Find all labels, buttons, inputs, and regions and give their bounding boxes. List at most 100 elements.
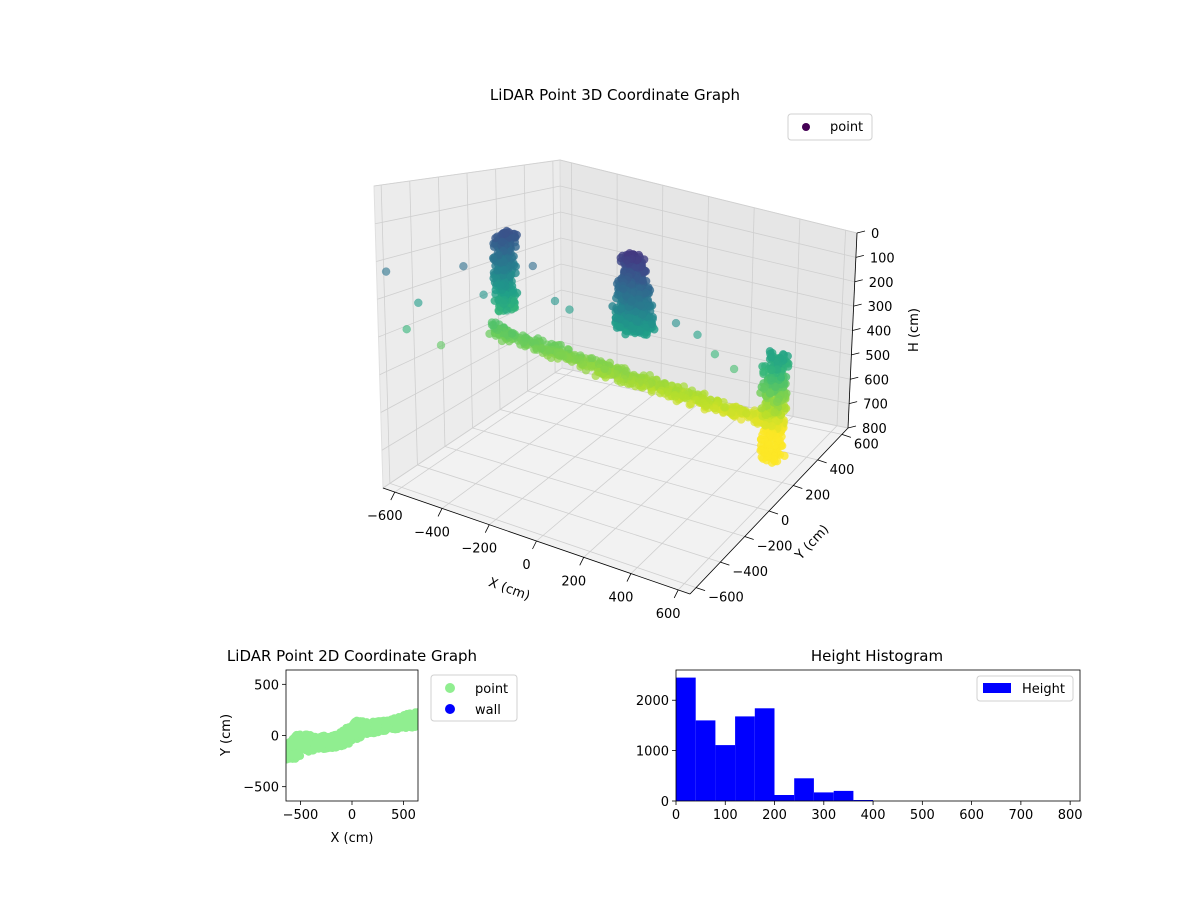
point-3d — [766, 353, 776, 362]
points-3d — [381, 226, 793, 467]
h-tick-label: 0 — [871, 227, 879, 242]
point-3d — [532, 345, 542, 354]
point-3d — [381, 267, 391, 276]
h-tick-label: 100 — [870, 251, 895, 266]
grid-line-h — [373, 159, 858, 234]
point-3d — [608, 302, 617, 311]
x-tick-mark — [673, 589, 679, 599]
point-3d — [493, 266, 502, 275]
x-tick-label-hist: 300 — [811, 808, 836, 823]
point-2d — [369, 728, 378, 737]
h-tick-label: 200 — [869, 276, 894, 291]
y-tick-label-2d: −500 — [243, 781, 279, 796]
point-2d — [293, 736, 302, 745]
h-tick-label: 600 — [864, 373, 889, 388]
point-3d — [758, 430, 767, 439]
h-tick-mark — [854, 279, 863, 283]
point-3d — [764, 440, 773, 449]
point-3d — [671, 318, 681, 328]
y-tick-label: −400 — [732, 565, 768, 580]
x-tick-label: 200 — [561, 574, 586, 589]
point-3d — [591, 371, 600, 381]
y-tick-label-2d: 0 — [271, 730, 279, 745]
h-tick-label: 700 — [863, 398, 888, 413]
x-tick-mark — [626, 573, 632, 582]
point-3d — [767, 376, 776, 385]
point-3d — [587, 354, 597, 363]
point-3d — [621, 330, 630, 339]
y-tick-mark — [720, 561, 730, 566]
x-axis-label-3d: X (cm) — [486, 575, 532, 604]
point-3d — [616, 378, 626, 387]
point-3d — [414, 298, 423, 307]
point-3d — [489, 274, 498, 283]
legend-2d-point-label: point — [475, 682, 508, 697]
h-tick-mark — [847, 425, 857, 429]
point-3d — [489, 253, 498, 263]
x-tick-label: 600 — [656, 607, 681, 622]
point-3d — [757, 404, 766, 413]
histogram-bars — [676, 677, 874, 801]
x-tick-label-hist: 100 — [713, 808, 738, 823]
point-2d — [303, 732, 311, 741]
point-3d — [528, 261, 537, 271]
point-3d — [600, 364, 609, 374]
h-tick-mark — [856, 230, 866, 234]
legend-histogram: Height — [976, 675, 1074, 702]
chart-2d: LiDAR Point 2D Coordinate Graph −500 0 500… — [219, 647, 518, 846]
x-tick-mark — [437, 508, 443, 517]
point-3d — [507, 329, 517, 338]
histogram-bar — [695, 720, 716, 801]
point-2d — [302, 741, 311, 750]
h-tick-label: 800 — [862, 422, 887, 437]
x-tick-label: −400 — [414, 525, 450, 540]
point-3d — [765, 389, 775, 398]
y-tick-label: 600 — [854, 437, 879, 452]
point-3d — [647, 387, 656, 396]
x-tick-label-2d: 500 — [391, 808, 416, 823]
point-3d — [489, 321, 498, 330]
histogram-frame — [675, 669, 1081, 802]
histogram-bar — [794, 778, 814, 801]
point-2d — [287, 742, 295, 751]
legend-3d: point — [787, 113, 873, 141]
point-3d — [499, 299, 508, 308]
h-tick-mark — [852, 328, 861, 331]
x-tick-label-hist: 200 — [762, 808, 787, 823]
x-tick-label: −200 — [461, 542, 497, 557]
point-3d — [558, 352, 568, 361]
point-3d — [402, 325, 411, 334]
point-3d — [693, 330, 702, 339]
point-3d — [546, 353, 556, 363]
point-3d — [686, 399, 696, 409]
x-tick-mark — [579, 557, 585, 566]
z-axis-label-3d: H (cm) — [907, 308, 922, 352]
histogram-title: Height Histogram — [811, 647, 943, 665]
point-3d — [635, 326, 644, 336]
point-3d — [496, 281, 505, 291]
y-tick-label: 0 — [781, 514, 789, 529]
histogram-bar — [715, 745, 736, 801]
grid-line-h — [380, 315, 851, 413]
point-3d — [479, 290, 488, 299]
x-tick-mark — [484, 524, 490, 533]
z-ticks-3d: 0 100 200 300 400 500 600 700 800 — [847, 227, 895, 437]
y-ticks-2d: −500 0 500 — [243, 678, 286, 796]
h-tick-mark — [853, 303, 862, 307]
point-3d — [616, 304, 626, 313]
y-tick-mark — [695, 587, 706, 591]
x-tick-label-2d: −500 — [283, 808, 319, 823]
point-2d — [381, 719, 390, 728]
histogram-bar — [814, 792, 834, 801]
h-tick-label: 300 — [868, 300, 893, 315]
x-tick-mark — [390, 491, 396, 501]
point-3d — [571, 355, 580, 364]
legend-3d-marker — [802, 123, 810, 131]
point-3d — [663, 387, 672, 397]
y-ticks-histogram: 0 1000 2000 — [636, 694, 676, 810]
point-3d — [681, 394, 690, 403]
x-ticks-2d: −500 0 500 — [283, 801, 416, 823]
x-tick-label: −600 — [367, 509, 403, 524]
point-3d — [628, 324, 637, 333]
